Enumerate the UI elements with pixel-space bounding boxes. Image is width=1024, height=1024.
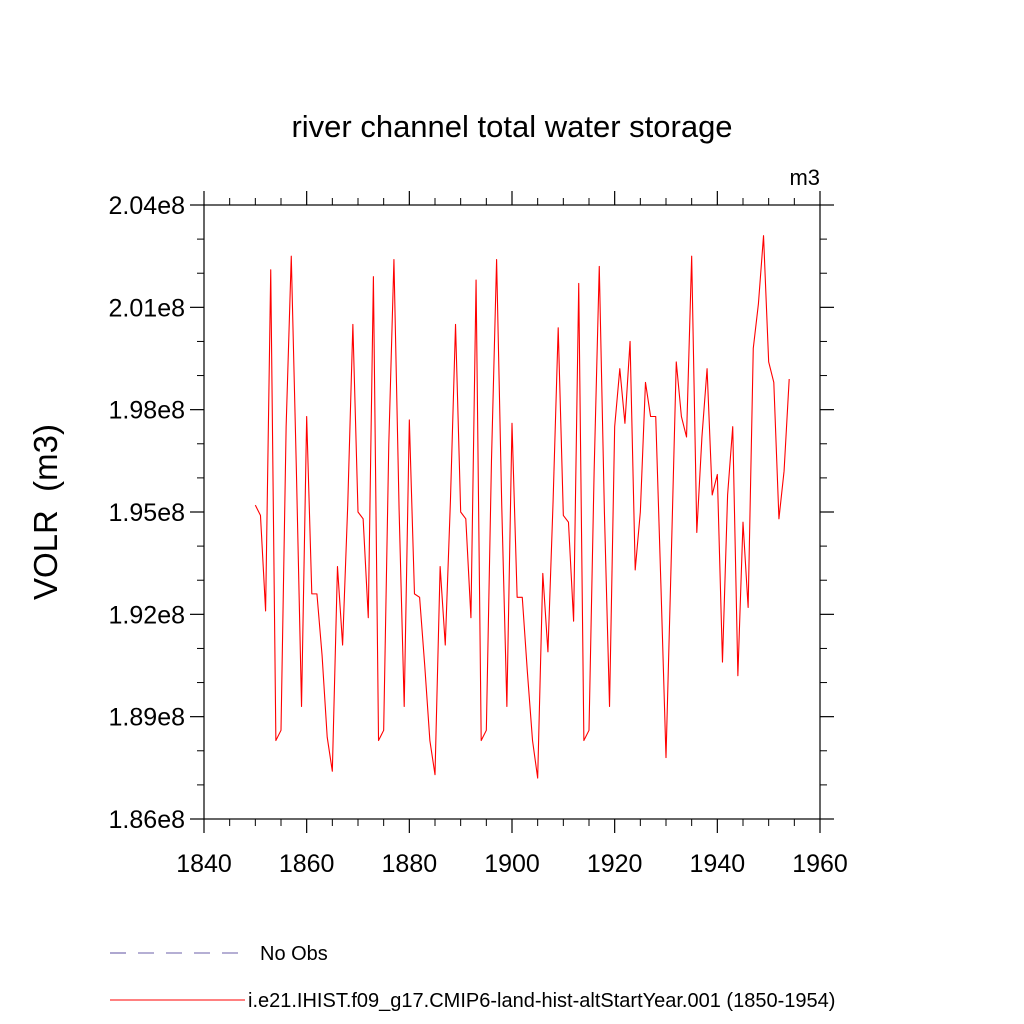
y-tick-label: 2.01e8	[109, 294, 185, 322]
x-tick-label: 1940	[690, 850, 746, 878]
series-line-0	[254, 235, 790, 779]
units-label: m3	[789, 165, 820, 190]
y-axis-label: VOLR (m3)	[27, 424, 64, 600]
legend: No Obs i.e21.IHIST.f09_g17.CMIP6-land-hi…	[110, 943, 835, 1012]
x-tick-label: 1840	[176, 850, 232, 878]
x-tick-label: 1900	[484, 850, 540, 878]
x-tick-label: 1920	[587, 850, 643, 878]
x-tick-label: 1860	[279, 850, 335, 878]
plot-frame	[203, 204, 821, 820]
y-tick-label: 1.98e8	[109, 397, 185, 425]
y-tick-label: 1.86e8	[109, 806, 185, 834]
axis-ticks: 1840 1860 1880 1900 1920 1940 1960 1.86e8 1.89e8…	[109, 191, 848, 878]
x-tick-label: 1960	[792, 850, 848, 878]
y-tick-label: 1.89e8	[109, 704, 185, 732]
x-tick-label: 1880	[382, 850, 438, 878]
legend-series-label: i.e21.IHIST.f09_g17.CMIP6-land-hist-altS…	[248, 990, 835, 1012]
chart-title: river channel total water storage	[291, 109, 732, 144]
y-tick-label: 1.92e8	[109, 601, 185, 629]
series-layer	[254, 235, 790, 779]
legend-reference-label: No Obs	[260, 943, 328, 965]
y-tick-label: 2.04e8	[109, 192, 185, 220]
y-tick-label: 1.95e8	[109, 499, 185, 527]
